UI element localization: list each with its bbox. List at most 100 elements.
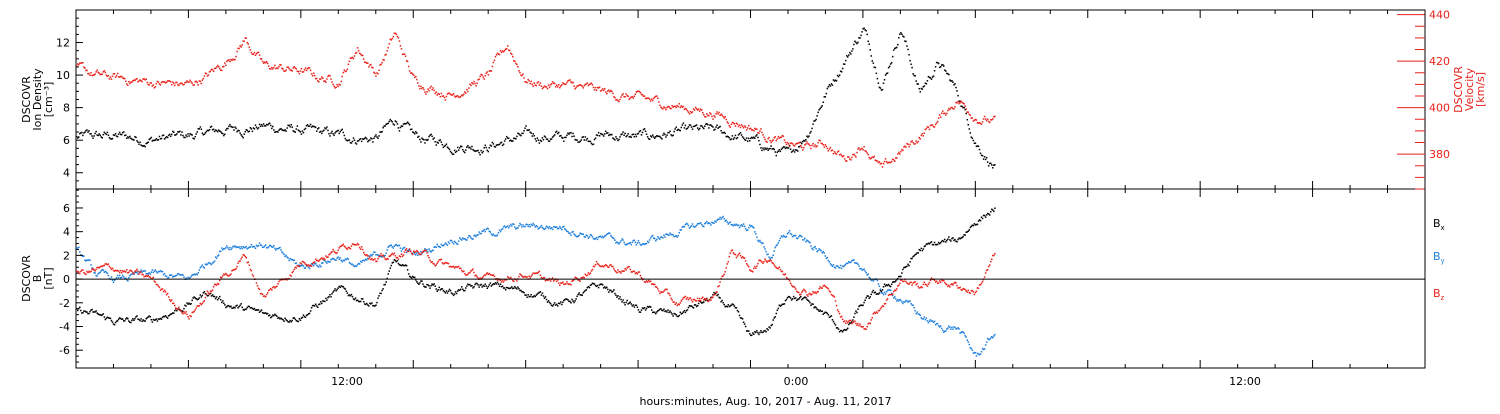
data-point-density xyxy=(805,138,807,141)
data-point-bz xyxy=(336,252,338,254)
data-point-bx xyxy=(726,305,729,308)
data-point-velocity xyxy=(704,115,706,118)
data-point-bz xyxy=(766,261,768,264)
data-point-velocity xyxy=(590,82,593,84)
data-point-velocity xyxy=(367,62,369,64)
data-point-density xyxy=(105,133,108,136)
data-point-bz xyxy=(211,289,214,291)
data-point-velocity xyxy=(716,111,718,113)
data-point-density xyxy=(967,123,970,126)
data-point-density xyxy=(275,131,277,133)
data-point-velocity xyxy=(792,144,795,147)
data-point-bx xyxy=(732,303,735,306)
data-point-density xyxy=(398,130,401,132)
data-point-bz xyxy=(813,292,815,294)
data-point-bz xyxy=(524,275,526,278)
data-point-bx xyxy=(237,307,239,309)
data-point-density xyxy=(754,137,756,139)
data-point-density xyxy=(196,131,198,133)
data-point-density xyxy=(192,137,194,139)
data-point-by xyxy=(683,226,686,228)
data-point-density xyxy=(945,70,947,72)
data-point-density xyxy=(257,127,260,129)
data-point-bz xyxy=(987,265,990,268)
data-point-density xyxy=(328,132,330,135)
data-point-bx xyxy=(327,296,329,299)
data-point-density xyxy=(868,43,870,45)
data-point-bx xyxy=(458,289,461,292)
data-point-by xyxy=(323,259,325,261)
data-point-density xyxy=(871,60,874,62)
data-point-velocity xyxy=(895,157,897,159)
data-point-bz xyxy=(350,245,353,247)
data-point-by xyxy=(319,264,321,266)
data-point-bx xyxy=(224,304,226,306)
data-point-velocity xyxy=(156,80,159,83)
data-point-bz xyxy=(662,291,664,293)
data-point-velocity xyxy=(237,47,239,50)
data-point-velocity xyxy=(977,122,980,125)
data-point-velocity xyxy=(444,99,447,101)
data-point-density xyxy=(205,130,208,133)
data-point-bx xyxy=(914,253,916,256)
data-point-bx xyxy=(463,289,465,292)
data-point-density xyxy=(922,86,925,88)
data-point-bz xyxy=(310,265,313,267)
data-point-by xyxy=(573,233,575,235)
data-point-bz xyxy=(663,290,665,292)
data-point-bz xyxy=(426,252,428,254)
data-point-velocity xyxy=(443,96,446,99)
data-point-density xyxy=(190,133,192,136)
data-point-bz xyxy=(773,264,775,266)
data-point-density xyxy=(539,139,542,142)
data-point-bz xyxy=(540,276,543,279)
data-point-bx xyxy=(645,307,648,310)
legend-label-z: Bz xyxy=(1433,287,1445,302)
data-point-bx xyxy=(865,297,867,299)
data-point-bx xyxy=(251,307,254,310)
data-point-density xyxy=(411,131,414,133)
data-point-by xyxy=(798,235,800,238)
data-point-bz xyxy=(684,295,687,298)
data-point-bz xyxy=(88,270,90,273)
data-point-density xyxy=(853,43,855,46)
data-point-by xyxy=(722,215,724,218)
data-point-density xyxy=(233,129,235,131)
data-point-velocity xyxy=(875,160,878,162)
data-point-density xyxy=(522,132,524,135)
data-point-bx xyxy=(881,289,884,291)
data-point-velocity xyxy=(358,52,361,54)
data-point-velocity xyxy=(196,81,198,84)
data-point-bz xyxy=(232,269,234,271)
data-point-bz xyxy=(467,273,469,275)
data-point-density xyxy=(100,136,103,138)
data-point-bx xyxy=(352,298,355,300)
data-point-by xyxy=(150,271,153,273)
data-point-velocity xyxy=(429,87,431,89)
data-point-by xyxy=(227,247,229,249)
data-point-density xyxy=(938,66,941,69)
data-point-by xyxy=(113,279,116,281)
data-point-velocity xyxy=(357,49,360,52)
data-point-density xyxy=(439,139,442,141)
data-point-by xyxy=(599,235,602,238)
data-point-bz xyxy=(970,290,973,292)
data-point-density xyxy=(758,139,760,142)
data-point-by xyxy=(237,246,239,249)
data-point-bx xyxy=(528,295,530,298)
data-point-density xyxy=(935,61,938,64)
data-point-by xyxy=(931,320,934,322)
data-point-bz xyxy=(401,255,404,258)
data-point-bz xyxy=(89,271,91,273)
data-point-bx xyxy=(492,283,495,285)
data-point-density xyxy=(604,130,607,133)
data-point-bz xyxy=(491,274,494,276)
data-point-by xyxy=(544,227,547,230)
data-point-bz xyxy=(677,303,679,305)
data-point-by xyxy=(784,236,787,238)
data-point-bz xyxy=(670,297,672,300)
data-point-density xyxy=(251,130,254,133)
data-point-bz xyxy=(784,273,787,275)
data-point-bz xyxy=(324,258,326,261)
data-point-velocity xyxy=(985,119,988,122)
